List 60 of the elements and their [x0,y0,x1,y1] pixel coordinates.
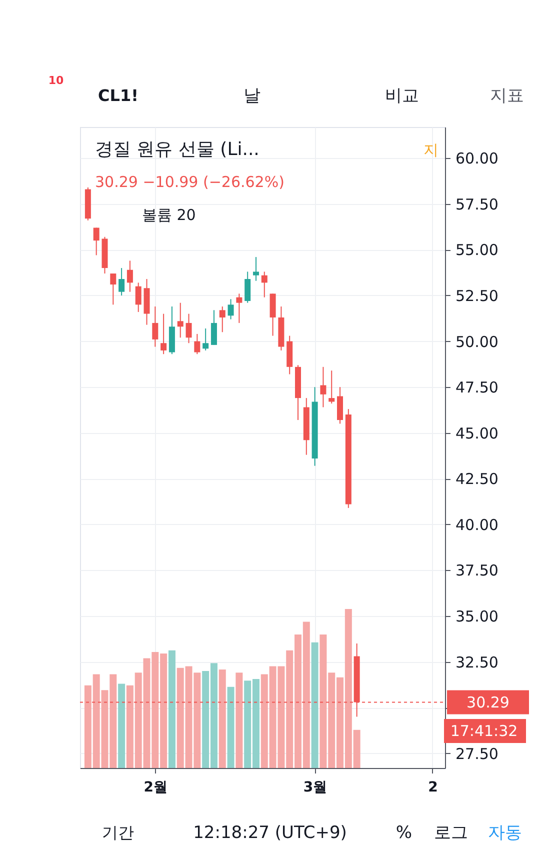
text: 로그 [434,823,468,843]
candlestick [210,310,217,346]
candlestick [236,293,242,324]
x-tick-label: 2월 [144,780,168,796]
text: 비교 [385,86,419,106]
candlestick [219,306,226,333]
text: 자동 [488,823,522,843]
candlestick [328,370,335,404]
candlestick [202,328,209,351]
ref-line-label: 30.29 [466,693,510,712]
y-tick-label: 42.50 [456,470,498,488]
text: 경질 원유 선물 (Li... [95,139,260,160]
candlestick [320,366,326,408]
candlestick [194,333,200,355]
annotation: 볼륨 20 [142,206,196,224]
y-tick-label: 45.00 [456,424,498,442]
x-tick-label: 3월 [303,780,328,796]
text: 날 [244,86,260,106]
y-tick-label: 60.00 [456,150,498,168]
candlestick [152,306,158,348]
text: CL1! [98,86,138,105]
y-tick-label: 35.00 [456,607,498,626]
candlestick [228,298,234,320]
candlestick [337,386,344,424]
candlestick [261,271,268,298]
bar [118,684,126,768]
y-tick-label: 50.00 [456,332,498,351]
y-tick-label: 55.00 [456,241,498,260]
y-tick-label: 32.50 [456,653,498,672]
y-tick-label: 47.50 [456,378,498,397]
text: % [396,823,412,843]
text: 기간 [102,823,134,842]
candlestick [135,282,142,312]
bar [236,672,243,768]
bar [218,669,226,768]
y-tick-label: 37.50 [456,562,498,580]
text: 10 [48,74,64,87]
candlestick [270,293,276,336]
y-tick-label: 57.50 [456,195,498,214]
annotation: 지 [424,141,438,159]
candlestick [186,313,192,344]
candlestick [93,227,100,256]
candlestick [252,256,259,282]
text: 30.29 −10.99 (−26.62%) [95,173,284,191]
text: 12:18:27 (UTC+9) [193,823,347,843]
x-tick-label: 2 [428,780,438,796]
candlestick [244,271,251,304]
candlestick [177,302,184,338]
y-tick-label: 52.50 [456,286,498,305]
text: 17:41:32 [450,722,518,740]
y-tick-label: 40.00 [456,516,498,534]
bar [227,686,234,768]
text: 지표 [490,86,524,106]
candlestick [118,268,125,296]
candlestick [126,260,133,292]
candlestick [110,273,116,306]
candlestick [160,313,167,355]
y-tick-label: 27.50 [456,744,498,763]
bar [311,642,318,768]
bar [168,650,176,768]
